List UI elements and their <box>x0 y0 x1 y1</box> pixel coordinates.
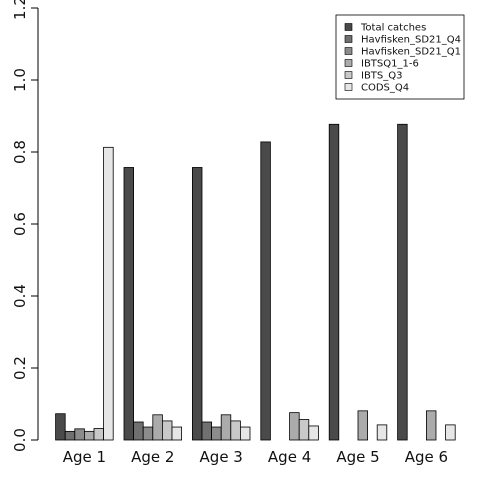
bar-3-2 <box>142 426 154 441</box>
y-axis: 0.0 0.2 0.4 0.6 0.8 1.0 1.2 <box>11 0 39 452</box>
y-tick-label: 0.0 <box>11 428 29 452</box>
bars-group <box>55 123 456 441</box>
y-tick-label: 0.4 <box>11 284 29 308</box>
bar-2-1 <box>64 430 76 441</box>
bar-4-4 <box>289 412 300 441</box>
legend-label: Total catches <box>360 23 426 34</box>
x-category-label: Age 4 <box>268 448 311 466</box>
x-category-label: Age 6 <box>405 448 448 466</box>
legend-label: IBTS_Q3 <box>361 71 403 82</box>
y-tick-label: 1.2 <box>11 0 29 20</box>
legend-box <box>335 14 465 100</box>
bar-4-5 <box>357 410 369 441</box>
y-tick-label: 0.8 <box>11 140 29 164</box>
bar-4-1 <box>84 430 95 441</box>
bar-1-4 <box>260 141 271 441</box>
legend-swatch <box>344 47 353 55</box>
y-tick-label: 0.2 <box>11 356 29 380</box>
x-category-label: Age 1 <box>63 448 106 466</box>
bar-6-1 <box>103 146 114 441</box>
bar-3-3 <box>211 426 222 441</box>
x-category-label: Age 3 <box>200 448 243 466</box>
y-tick-label: 0.6 <box>11 212 29 236</box>
bar-1-3 <box>191 167 203 441</box>
legend-swatch <box>344 71 353 79</box>
legend-swatch <box>344 23 353 31</box>
bar-5-4 <box>298 419 310 441</box>
bar-5-3 <box>230 420 241 441</box>
bar-2-3 <box>201 421 213 441</box>
bar-5-1 <box>93 428 105 441</box>
bar-6-4 <box>308 425 319 441</box>
y-tick-label: 1.0 <box>11 68 29 92</box>
bar-6-2 <box>171 426 183 441</box>
legend-label: IBTSQ1_1-6 <box>361 59 419 70</box>
legend-label: CODS_Q4 <box>361 83 409 94</box>
legend-swatch <box>344 83 353 91</box>
bar-4-6 <box>425 410 437 441</box>
bar-6-3 <box>239 426 251 441</box>
x-category-label: Age 5 <box>336 448 379 466</box>
x-axis-labels: Age 1 Age 2 Age 3 Age 4 Age 5 Age 6 <box>63 448 448 466</box>
legend-label: Havfisken_SD21_Q4 <box>361 35 461 46</box>
bar-1-6 <box>397 123 408 441</box>
legend-swatch <box>344 59 353 67</box>
bar-5-2 <box>161 420 173 441</box>
bar-3-1 <box>74 428 85 441</box>
bar-6-6 <box>445 424 456 441</box>
bar-6-5 <box>376 424 388 441</box>
legend-label: Havfisken_SD21_Q1 <box>361 47 461 58</box>
bar-1-1 <box>55 413 66 441</box>
legend: Total catchesHavfisken_SD21_Q4Havfisken_… <box>335 14 465 100</box>
bar-1-2 <box>123 167 135 441</box>
bar-4-2 <box>152 414 163 441</box>
bar-4-3 <box>220 414 232 441</box>
legend-swatch <box>344 35 353 43</box>
x-category-label: Age 2 <box>131 448 174 466</box>
bar-1-5 <box>328 123 340 441</box>
bar-2-2 <box>133 421 144 441</box>
